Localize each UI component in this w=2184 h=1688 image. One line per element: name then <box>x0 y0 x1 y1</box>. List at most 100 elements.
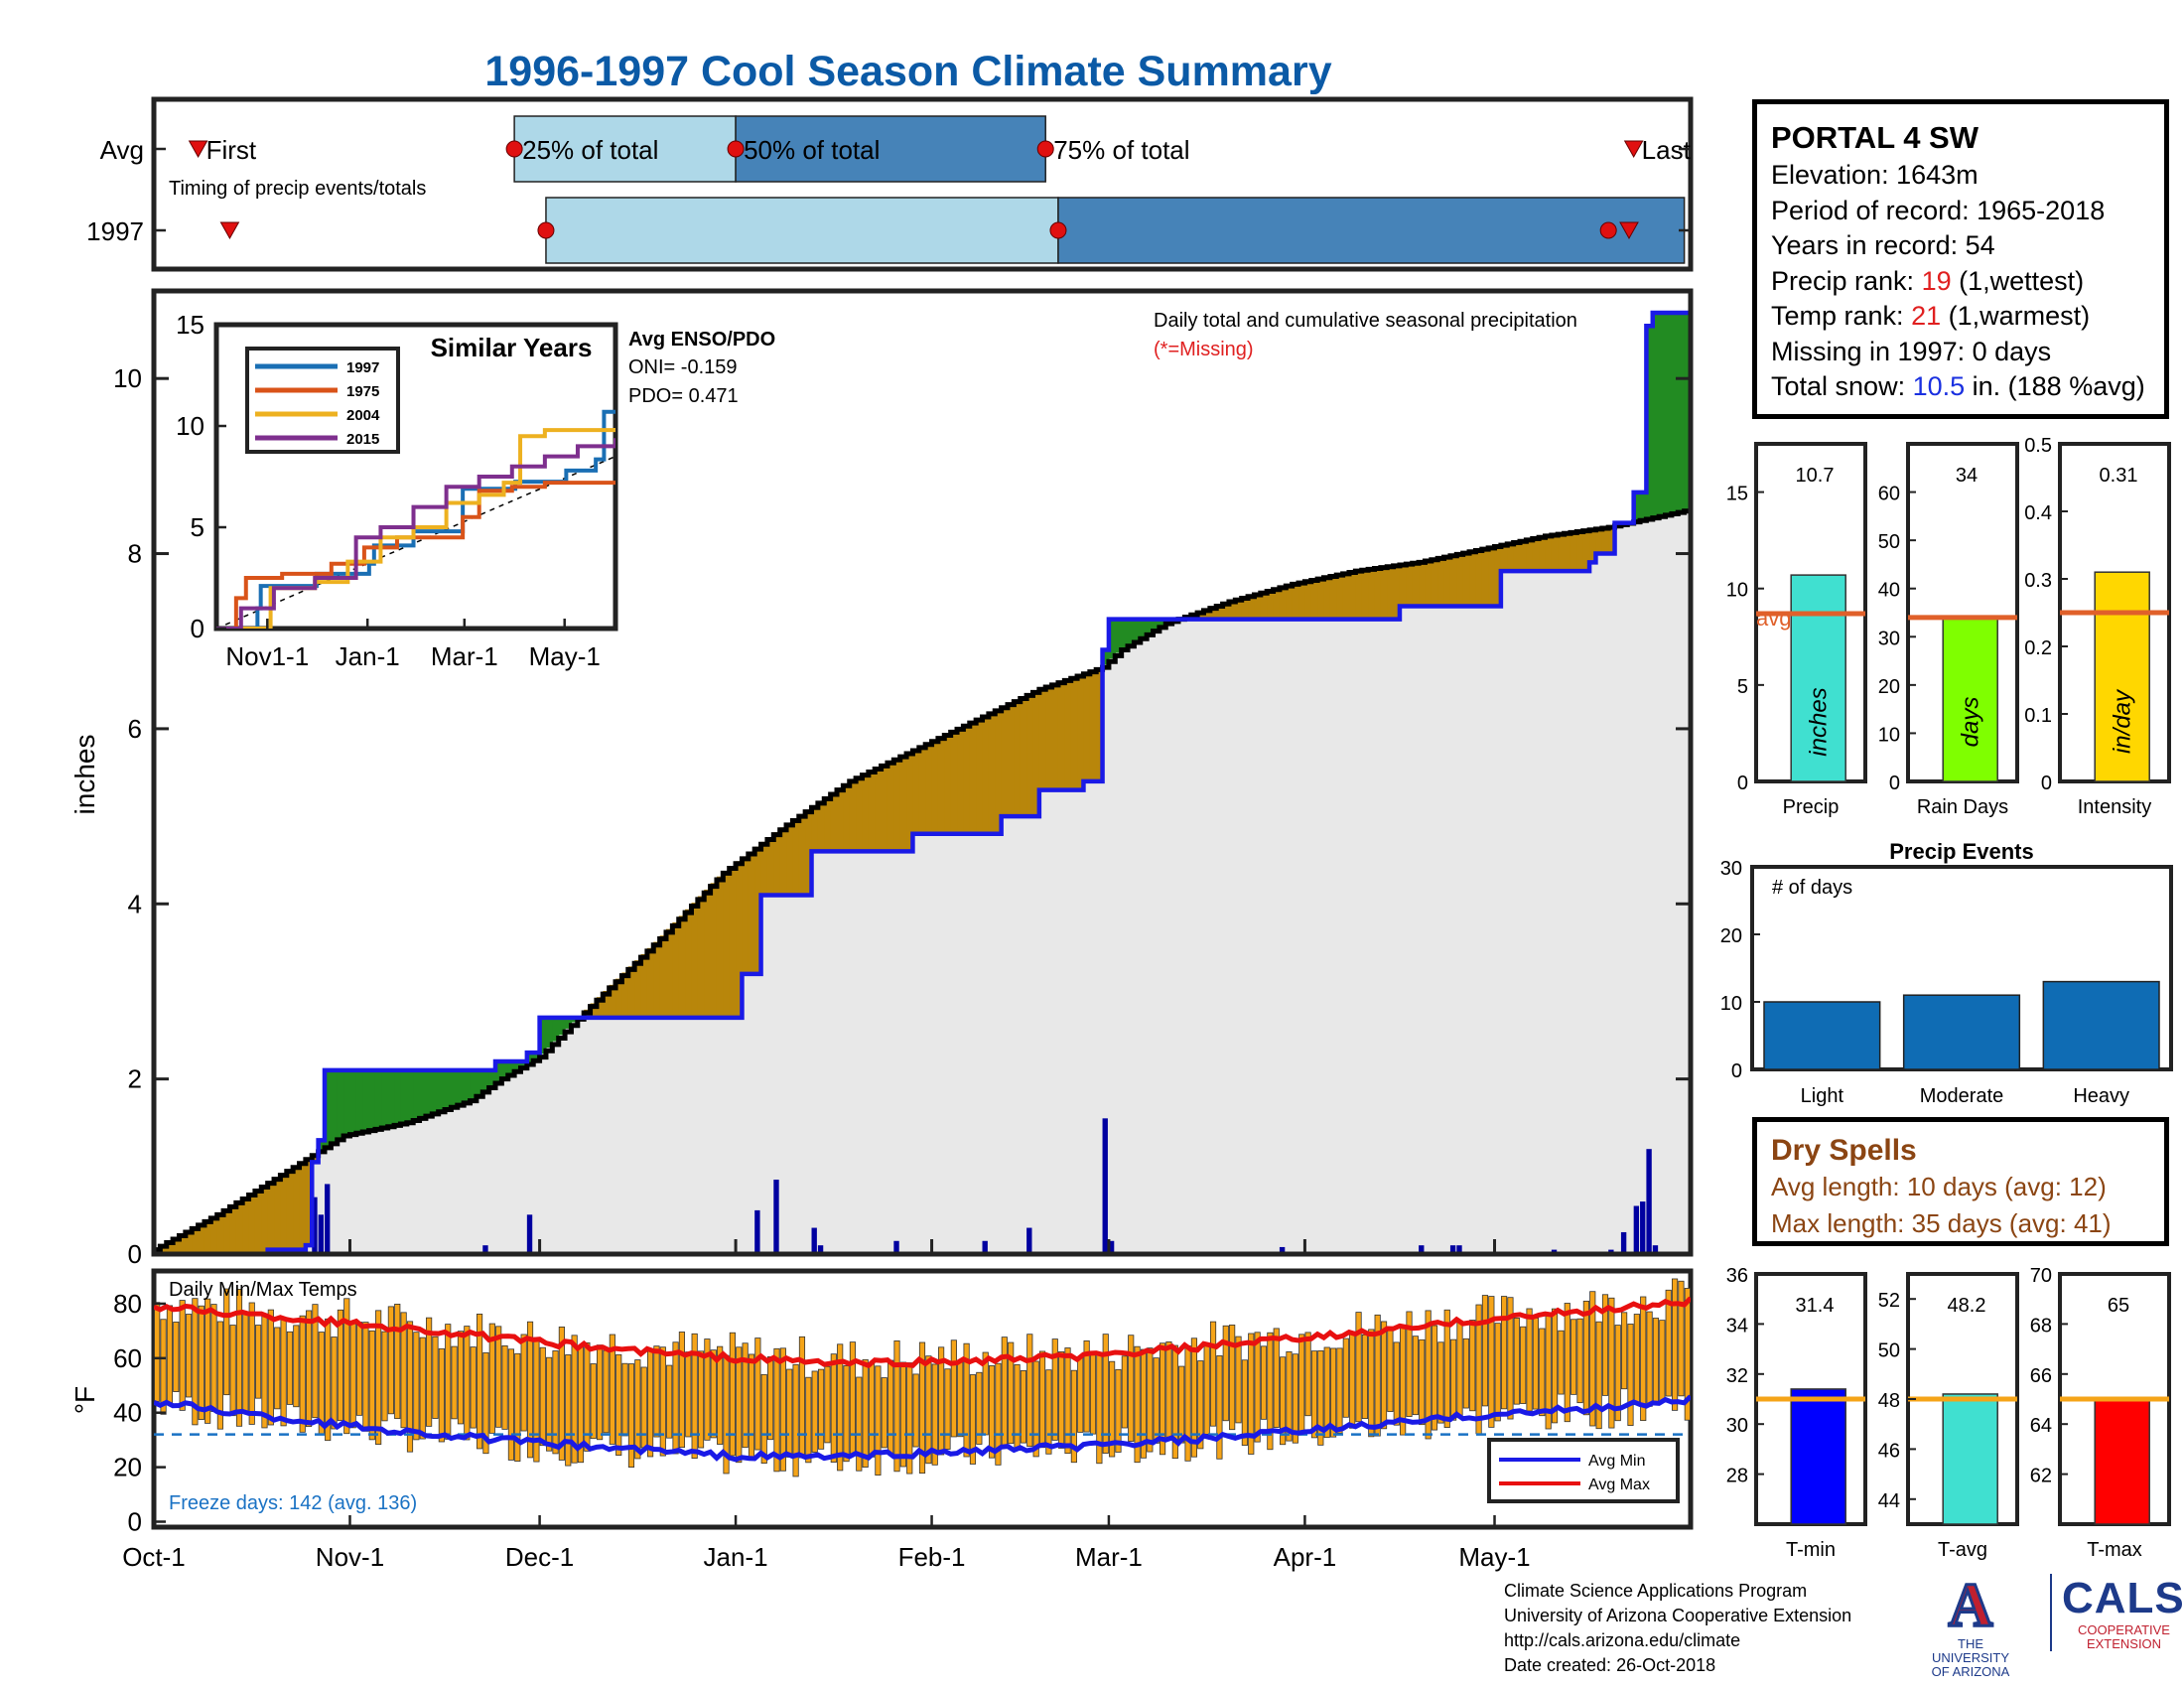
above-average-fill <box>1665 313 1673 515</box>
daily-temp-bar <box>697 1350 705 1449</box>
daily-temp-bar <box>1627 1324 1634 1426</box>
daily-temp-bar <box>192 1298 199 1426</box>
above-average-fill <box>507 1061 515 1074</box>
p50-label: 50% of total <box>744 135 880 165</box>
daily-precip-bar <box>811 1227 817 1254</box>
daily-temp-bar <box>646 1349 654 1458</box>
daily-temp-bar <box>552 1350 559 1455</box>
daily-temp-bar <box>426 1317 433 1427</box>
daily-temp-bar <box>609 1334 615 1445</box>
below-average-fill <box>640 953 648 1018</box>
rain-days-panel-y-tick-label: 10 <box>1878 724 1900 746</box>
below-average-fill <box>1329 575 1337 620</box>
daily-temp-bar <box>1153 1357 1160 1444</box>
below-average-fill <box>274 1177 282 1250</box>
x-tick-label: Apr-1 <box>1274 1542 1337 1572</box>
below-average-fill <box>736 861 744 1018</box>
t-max-panel-label: T-max <box>2087 1539 2142 1561</box>
freeze-note: Freeze days: 142 (avg. 136) <box>169 1492 417 1514</box>
t-min-panel-bar <box>1790 1388 1846 1525</box>
below-average-fill <box>1273 588 1281 620</box>
daily-temp-bar <box>526 1321 534 1459</box>
below-average-fill <box>1449 555 1457 607</box>
daily-temp-bar <box>1304 1332 1311 1417</box>
daily-temp-bar <box>931 1363 938 1466</box>
above-average-fill <box>374 1069 382 1129</box>
daily-temp-bar <box>1051 1338 1058 1441</box>
daily-temp-bar <box>1077 1356 1084 1433</box>
below-average-fill <box>1488 547 1496 607</box>
station-snow: Total snow: 10.5 in. (188 %avg) <box>1771 371 2145 401</box>
daily-temp-bar <box>969 1374 977 1465</box>
daily-temp-bar <box>704 1338 711 1441</box>
below-average-fill <box>1235 599 1243 620</box>
t-avg-panel-y-tick-label: 48 <box>1878 1390 1900 1412</box>
daily-temp-bar <box>1064 1347 1071 1455</box>
t-max-panel-y-tick-label: 64 <box>2030 1415 2052 1437</box>
above-average-fill <box>432 1069 440 1113</box>
below-average-fill <box>1304 581 1312 620</box>
below-average-fill <box>286 1169 294 1250</box>
daily-temp-bar <box>1342 1337 1349 1418</box>
below-average-fill <box>634 960 642 1018</box>
daily-temp-bar <box>843 1365 850 1463</box>
daily-precip-bar <box>1419 1245 1425 1254</box>
daily-temp-bar <box>1197 1360 1204 1450</box>
daily-temp-bar <box>868 1362 876 1458</box>
below-average-fill <box>1336 574 1344 620</box>
precip-panel-y-tick-label: 10 <box>1726 580 1748 602</box>
daily-temp-bar <box>1494 1323 1501 1422</box>
below-average-fill <box>1323 577 1331 620</box>
daily-temp-bar <box>824 1365 831 1444</box>
temp-y-tick-label: 40 <box>113 1398 142 1428</box>
daily-temp-bar <box>1254 1332 1261 1443</box>
below-average-fill <box>766 837 774 896</box>
y-tick-label: 8 <box>128 539 142 569</box>
below-average-fill <box>1349 571 1356 620</box>
below-average-fill <box>748 851 755 974</box>
daily-temp-bar <box>1551 1308 1559 1424</box>
daily-temp-bar <box>1684 1288 1691 1421</box>
precip-events-category-label: Moderate <box>1920 1085 2004 1107</box>
daily-temp-bar <box>1286 1350 1293 1442</box>
daily-temp-bar <box>173 1322 180 1392</box>
cals-line-2: EXTENSION <box>2086 1636 2162 1651</box>
daily-temp-bar <box>634 1359 641 1460</box>
below-average-fill <box>760 841 768 896</box>
below-average-fill <box>1216 605 1224 620</box>
daily-temp-bar <box>1595 1321 1602 1430</box>
below-average-fill <box>893 758 901 852</box>
temp-title: Daily Min/Max Temps <box>169 1279 357 1301</box>
daily-precip-bar <box>1652 1245 1659 1254</box>
daily-temp-bar <box>1058 1351 1065 1449</box>
intensity-panel-unit-label: in/day <box>2110 688 2136 754</box>
daily-precip-bar <box>325 1184 331 1254</box>
daily-temp-bar <box>198 1305 205 1421</box>
below-average-fill <box>1539 536 1547 572</box>
below-average-fill <box>293 1165 301 1250</box>
daily-temp-bar <box>406 1321 414 1453</box>
below-average-fill <box>716 876 724 1018</box>
daily-temp-bar <box>1481 1295 1489 1407</box>
below-average-fill <box>697 896 705 1018</box>
daily-temp-bar <box>1171 1344 1178 1460</box>
cumulative-plot-area <box>154 310 1691 1254</box>
above-average-fill <box>368 1069 376 1131</box>
above-average-fill <box>1671 313 1679 513</box>
daily-temp-bar <box>419 1336 426 1440</box>
footer-line-3: http://cals.arizona.edu/climate <box>1504 1630 1741 1650</box>
precip-panel-y-tick-label: 0 <box>1737 773 1748 794</box>
inset-legend-label: 1997 <box>346 359 379 376</box>
below-average-fill <box>1456 553 1464 607</box>
below-average-fill <box>1425 560 1433 607</box>
average-cumulative-line <box>154 508 1691 1253</box>
daily-temp-bar <box>267 1309 274 1426</box>
t-max-panel-bar <box>2094 1398 2150 1525</box>
footer-line-4: Date created: 26-Oct-2018 <box>1504 1655 1716 1675</box>
intensity-panel-label: Intensity <box>2078 796 2151 818</box>
below-average-fill <box>1419 561 1427 607</box>
daily-temp-bar <box>1001 1336 1008 1448</box>
intensity-panel-y-tick-label: 0.4 <box>2024 502 2052 524</box>
above-average-fill <box>1659 313 1667 516</box>
daily-temp-bar <box>1273 1328 1280 1428</box>
